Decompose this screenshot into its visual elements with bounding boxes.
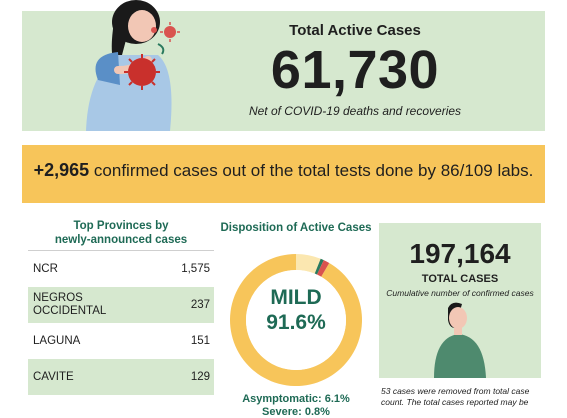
table-row: NCR 1,575 — [28, 251, 214, 287]
province-name: NEGROS OCCIDENTAL — [33, 292, 107, 317]
confirmed-cases-bar — [22, 145, 545, 203]
donut-center-label: MILD 91.6% — [228, 286, 364, 336]
donut-center-category: MILD — [270, 286, 322, 309]
table-row: NEGROS OCCIDENTAL 237 — [28, 287, 214, 323]
province-name: CAVITE — [33, 370, 74, 383]
table-row: LAGUNA 151 — [28, 323, 214, 359]
donut-slice-critical — [317, 260, 330, 277]
province-value: 151 — [190, 335, 210, 347]
total-cases-label: TOTAL CASES — [421, 273, 499, 285]
provinces-title: Top Provinces by newly-announced cases — [28, 219, 214, 247]
province-value: 129 — [190, 371, 210, 383]
donut-slice-severe — [314, 258, 324, 275]
total-cases-value: 197,164 — [409, 238, 511, 269]
provinces-table: NCR 1,575 NEGROS OCCIDENTAL 237 LAGUNA 1… — [28, 250, 214, 395]
sick-woman-illustration — [86, 0, 180, 131]
disposition-donut-chart — [230, 254, 362, 386]
severe-text: Severe: 0.8% — [262, 406, 330, 418]
total-active-title: Total Active Cases — [289, 22, 421, 39]
removed-cases-note: 53 cases were removed from total case co… — [381, 386, 543, 408]
donut-center-value: 91.6% — [266, 311, 326, 334]
confirmed-cases-text: +2,965 confirmed cases out of the total … — [22, 160, 545, 181]
disposition-title: Disposition of Active Cases — [220, 222, 372, 234]
provinces-title-line1: Top Provinces by — [73, 220, 169, 232]
province-name: LAGUNA — [33, 334, 81, 347]
province-name: NCR — [33, 262, 58, 275]
total-active-value: 61,730 — [270, 40, 440, 100]
asymptomatic-text: Asymptomatic: 6.1% — [242, 393, 350, 405]
province-value: 1,575 — [181, 263, 210, 275]
removed-note-line2: count. The total cases reported may be — [381, 397, 529, 407]
total-cases-note: Cumulative number of confirmed cases — [386, 288, 534, 298]
total-active-note: Net of COVID-19 deaths and recoveries — [248, 104, 462, 118]
confirmed-description: confirmed cases out of the total tests d… — [93, 161, 534, 180]
confirmed-count: +2,965 — [33, 160, 90, 180]
donut-hole — [246, 270, 346, 370]
donut-slice-asymptomatic — [296, 254, 321, 274]
provinces-title-line2: newly-announced cases — [54, 234, 188, 246]
removed-note-line1: 53 cases were removed from total case — [381, 386, 530, 396]
person-illustration — [434, 302, 486, 378]
table-row: CAVITE 129 — [28, 359, 214, 395]
province-value: 237 — [190, 299, 210, 311]
